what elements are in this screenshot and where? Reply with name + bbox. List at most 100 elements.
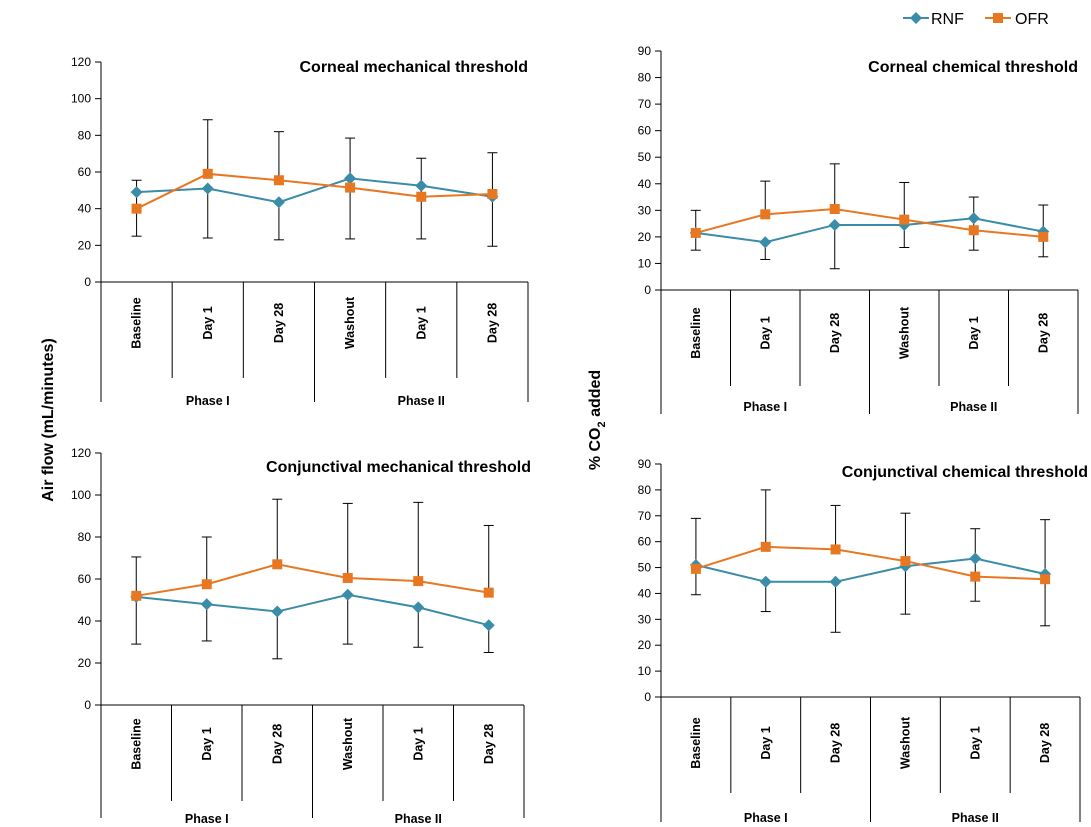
y-tick-label: 40 [638, 177, 652, 191]
group-label: Phase I [744, 811, 788, 825]
x-category-label: Day 28 [270, 724, 284, 764]
data-point-rnf [415, 179, 428, 192]
data-point-ofr [413, 576, 424, 587]
series-line-ofr [695, 207, 1044, 238]
y-tick-label: 20 [638, 230, 652, 244]
data-point-rnf [829, 575, 842, 588]
y-tick-label: 20 [78, 656, 92, 670]
y-tick-label: 30 [638, 203, 652, 217]
data-point-ofr [487, 189, 498, 199]
chart-title: Corneal chemical threshold [868, 59, 1078, 76]
data-point-ofr [273, 175, 284, 186]
y-tick-label: 0 [84, 698, 91, 712]
data-point-rnf [271, 605, 284, 618]
series-line-ofr [136, 172, 493, 210]
data-point-ofr [900, 556, 911, 567]
data-point-rnf [759, 236, 772, 249]
right-y-axis-label-prefix: % CO [587, 428, 604, 471]
series-line-rnf [136, 593, 489, 627]
data-point-rnf [759, 575, 772, 588]
x-category-label: Day 1 [411, 727, 425, 760]
chart-title: Conjunctival mechanical threshold [266, 459, 531, 476]
y-tick-label: 40 [78, 614, 92, 628]
y-tick-label: 90 [638, 44, 652, 58]
y-tick-label: 30 [638, 612, 652, 626]
y-tick-label: 120 [71, 446, 91, 460]
x-category-label: Day 1 [968, 726, 982, 759]
y-tick-label: 70 [638, 509, 652, 523]
data-point-ofr [1040, 574, 1051, 585]
y-tick-label: 10 [638, 256, 652, 270]
y-tick-label: 60 [638, 535, 652, 549]
x-category-label: Day 28 [828, 313, 842, 353]
x-category-label: Day 1 [758, 316, 772, 349]
group-label: Phase II [950, 400, 997, 414]
data-point-rnf [200, 598, 213, 611]
chart-corneal-chemical: Corneal chemical threshold 0 10 20 30 40 50 60 7… [638, 44, 1079, 414]
chart-title: Corneal mechanical threshold [299, 59, 528, 76]
y-tick-label: 80 [78, 128, 92, 142]
x-category-label: Washout [341, 717, 355, 770]
y-tick-label: 80 [638, 71, 652, 85]
y-tick-label: 50 [638, 150, 652, 164]
x-category-label: Day 1 [967, 316, 981, 349]
x-category-label: Baseline [689, 717, 703, 768]
legend: RNF OFR [903, 11, 1049, 28]
data-point-rnf [130, 186, 143, 199]
x-category-label: Day 1 [759, 726, 773, 759]
group-label: Phase II [952, 811, 999, 825]
series-line-rnf [695, 557, 1046, 583]
chart-corneal-mechanical: Corneal mechanical threshold 0 20 40 60 80 100… [71, 55, 529, 408]
x-category-label: Baseline [129, 718, 143, 769]
data-point-ofr [131, 590, 142, 601]
y-tick-label: 20 [78, 238, 92, 252]
y-tick-label: 90 [638, 457, 652, 471]
left-y-axis-label: Air flow (mL/minutes) [40, 338, 57, 502]
series-line-rnf [136, 177, 493, 204]
y-tick-label: 120 [71, 55, 91, 69]
legend-marker-rnf [910, 12, 922, 24]
data-point-rnf [482, 619, 495, 632]
data-point-rnf [967, 212, 980, 225]
x-category-label: Day 28 [829, 723, 843, 763]
data-point-rnf [341, 588, 354, 601]
x-category-label: Day 28 [482, 724, 496, 764]
y-tick-label: 0 [644, 690, 651, 704]
group-label: Phase II [398, 394, 445, 408]
group-label: Phase I [743, 400, 787, 414]
chart-conjunctival-chemical: Conjunctival chemical threshold 0 10 20 30 40… [638, 457, 1088, 825]
chart-conjunctival-mechanical: Conjunctival mechanical threshold 0 20 40 60… [71, 446, 531, 826]
data-point-ofr [830, 544, 841, 555]
data-point-ofr [131, 203, 142, 214]
group-label: Phase I [185, 812, 229, 826]
x-category-label: Day 28 [485, 303, 499, 343]
legend-marker-ofr [993, 13, 1003, 23]
series-line-ofr [136, 563, 489, 597]
data-point-rnf [272, 196, 285, 209]
y-tick-label: 70 [638, 97, 652, 111]
x-category-label: Baseline [130, 297, 144, 348]
series-line-ofr [695, 545, 1046, 581]
right-y-axis-label-subscript: 2 [596, 421, 608, 427]
x-category-label: Baseline [689, 307, 703, 358]
data-point-ofr [760, 209, 771, 220]
data-point-ofr [416, 191, 427, 202]
group-label: Phase I [186, 394, 230, 408]
x-category-label: Day 1 [201, 306, 215, 339]
data-point-ofr [690, 563, 701, 574]
data-point-ofr [968, 225, 979, 236]
x-category-label: Day 1 [414, 306, 428, 339]
y-tick-label: 50 [638, 561, 652, 575]
data-point-ofr [970, 571, 981, 582]
y-tick-label: 60 [638, 124, 652, 138]
x-category-label: Day 28 [1036, 313, 1050, 353]
y-tick-label: 10 [638, 664, 652, 678]
data-point-ofr [690, 227, 701, 238]
data-point-ofr [272, 559, 283, 570]
data-point-ofr [829, 204, 840, 215]
data-point-rnf [828, 218, 841, 231]
data-point-ofr [483, 587, 494, 598]
data-point-rnf [412, 601, 425, 614]
group-label: Phase II [395, 812, 442, 826]
